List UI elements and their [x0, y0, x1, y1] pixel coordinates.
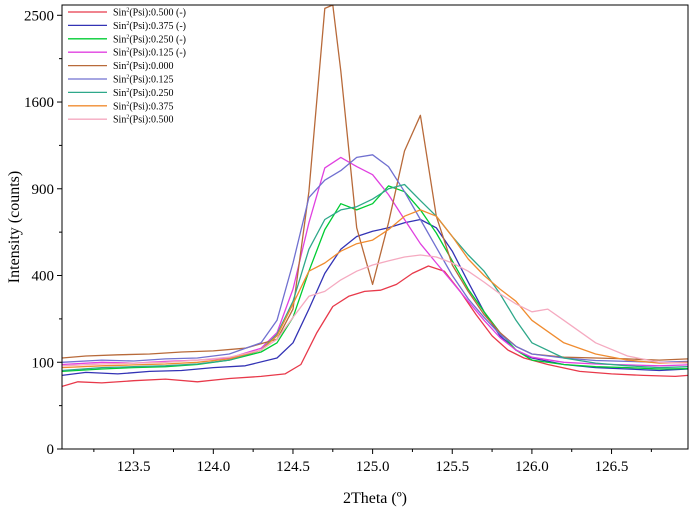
series-line-7	[62, 183, 688, 372]
y-axis: 0 100 400 900 1600 2500	[24, 8, 62, 458]
series-line-8	[62, 209, 688, 369]
y-axis-title: Intensity (counts)	[6, 171, 23, 283]
legend-label: Sin2(Psi):0.250 (-)	[113, 34, 186, 45]
legend-item: Sin2(Psi):0.250 (-)	[68, 34, 186, 45]
series-line-1	[62, 265, 688, 388]
legend-item: Sin2(Psi):0.375	[68, 101, 174, 112]
plot-frame	[61, 4, 689, 450]
legend-item: Sin2(Psi):0.125 (-)	[68, 48, 186, 59]
legend-item: Sin2(Psi):0.125	[68, 75, 174, 86]
series-line-9	[62, 254, 688, 367]
x-tick-label: 124.0	[196, 459, 230, 475]
legend-label: Sin2(Psi):0.125 (-)	[113, 48, 186, 59]
legend-label: Sin2(Psi):0.125	[113, 75, 174, 86]
x-tick-label: 125.5	[435, 459, 469, 475]
legend-label: Sin2(Psi):0.375	[113, 101, 174, 112]
legend-item: Sin2(Psi):0.000	[68, 61, 174, 72]
y-tick-label: 100	[32, 355, 55, 371]
legend-label: Sin2(Psi):0.000	[113, 61, 174, 72]
series-line-3	[62, 185, 688, 373]
y-tick-label: 1600	[24, 95, 54, 111]
y-tick-label: 0	[47, 442, 55, 458]
x-tick-label: 126.5	[595, 459, 629, 475]
legend-item: Sin2(Psi):0.250	[68, 88, 174, 99]
y-tick-label: 900	[32, 182, 55, 198]
series-layer	[62, 5, 688, 388]
series-line-4	[62, 156, 688, 367]
series-line-6	[62, 154, 688, 363]
legend-item: Sin2(Psi):0.500	[68, 115, 174, 126]
series-line-2	[62, 218, 688, 377]
legend-label: Sin2(Psi):0.500 (-)	[113, 8, 186, 19]
y-tick-label: 2500	[24, 8, 54, 24]
x-tick-label: 123.5	[117, 459, 151, 475]
legend-label: Sin2(Psi):0.250	[113, 88, 174, 99]
legend-label: Sin2(Psi):0.500	[113, 115, 174, 126]
x-tick-label: 124.5	[276, 459, 310, 475]
legend-item: Sin2(Psi):0.500 (-)	[68, 8, 186, 19]
legend-label: Sin2(Psi):0.375 (-)	[113, 21, 186, 32]
x-axis: 123.5 124.0 124.5 125.0 125.5 126.0 126.5	[93, 449, 652, 475]
legend-item: Sin2(Psi):0.375 (-)	[68, 21, 186, 32]
y-tick-label: 400	[32, 269, 55, 285]
x-axis-title: 2Theta (º)	[343, 490, 407, 507]
x-tick-label: 125.0	[356, 459, 390, 475]
legend: Sin2(Psi):0.500 (-) Sin2(Psi):0.375 (-) Si…	[68, 8, 186, 126]
x-tick-label: 126.0	[515, 459, 549, 475]
